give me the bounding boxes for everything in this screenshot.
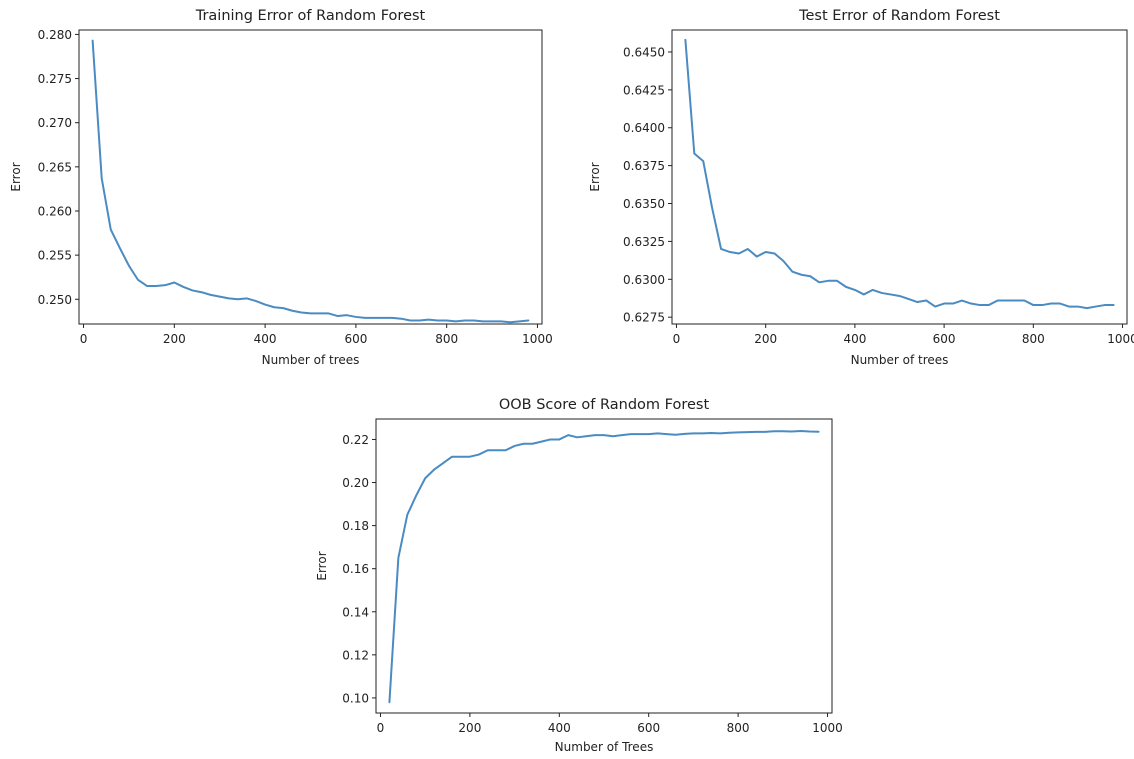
chart-title: Training Error of Random Forest [195, 8, 426, 24]
x-tick-label: 600 [344, 332, 367, 346]
x-tick-label: 200 [754, 332, 777, 346]
plot-frame [671, 29, 1128, 325]
y-tick-label: 0.255 [38, 249, 72, 263]
y-tick-label: 0.20 [342, 476, 369, 490]
x-tick-label: 400 [548, 721, 571, 735]
oob-score-chart: OOB Score of Random Forest 0 200 400 600 800 1… [315, 397, 843, 754]
x-tick-label: 200 [163, 332, 186, 346]
x-tick-label: 1000 [1107, 332, 1134, 346]
x-tick-label: 800 [727, 721, 750, 735]
x-tick-label: 1000 [812, 721, 843, 735]
y-tick-label: 0.22 [342, 433, 369, 447]
y-tick-label: 0.275 [38, 72, 72, 86]
y-tick-label: 0.260 [38, 204, 72, 218]
y-tick-label: 0.14 [342, 605, 369, 619]
y-tick-label: 0.6450 [623, 45, 665, 59]
x-tick-label: 0 [377, 721, 385, 735]
y-tick-label: 0.6425 [623, 83, 665, 97]
x-tick-label: 1000 [522, 332, 553, 346]
x-tick-label: 400 [843, 332, 866, 346]
x-axis-label: Number of trees [851, 353, 949, 367]
x-axis-label: Number of trees [262, 353, 360, 367]
x-axis-label: Number of Trees [555, 740, 654, 754]
chart-title: Test Error of Random Forest [798, 8, 1000, 24]
test-error-chart: Test Error of Random Forest 0 200 400 600 800… [588, 8, 1134, 367]
x-tick-label: 200 [458, 721, 481, 735]
x-tick-label: 600 [637, 721, 660, 735]
x-tick-label: 800 [1022, 332, 1045, 346]
y-tick-label: 0.6325 [623, 235, 665, 249]
x-tick-label: 0 [80, 332, 88, 346]
x-tick-label: 800 [435, 332, 458, 346]
series-line [388, 430, 820, 704]
y-axis-label: Error [315, 551, 329, 580]
y-axis-label: Error [9, 162, 23, 191]
chart-title: OOB Score of Random Forest [499, 397, 710, 413]
y-tick-label: 0.265 [38, 160, 72, 174]
y-tick-label: 0.6375 [623, 159, 665, 173]
y-tick-label: 0.6350 [623, 197, 665, 211]
x-tick-label: 0 [673, 332, 681, 346]
y-tick-label: 0.250 [38, 293, 72, 307]
y-tick-label: 0.6300 [623, 273, 665, 287]
y-tick-label: 0.280 [38, 28, 72, 42]
x-tick-label: 400 [254, 332, 277, 346]
plot-frame [375, 418, 833, 714]
y-tick-label: 0.270 [38, 116, 72, 130]
training-error-chart: Training Error of Random Forest 0 200 400 60… [9, 8, 553, 367]
series-line [684, 38, 1115, 310]
y-tick-label: 0.6275 [623, 311, 665, 325]
y-tick-label: 0.18 [342, 519, 369, 533]
y-tick-label: 0.10 [342, 691, 369, 705]
y-tick-label: 0.6400 [623, 121, 665, 135]
y-tick-label: 0.16 [342, 562, 369, 576]
y-axis-label: Error [588, 162, 602, 191]
series-line [91, 39, 530, 324]
x-tick-label: 600 [933, 332, 956, 346]
y-tick-label: 0.12 [342, 648, 369, 662]
plot-frame [78, 29, 543, 325]
